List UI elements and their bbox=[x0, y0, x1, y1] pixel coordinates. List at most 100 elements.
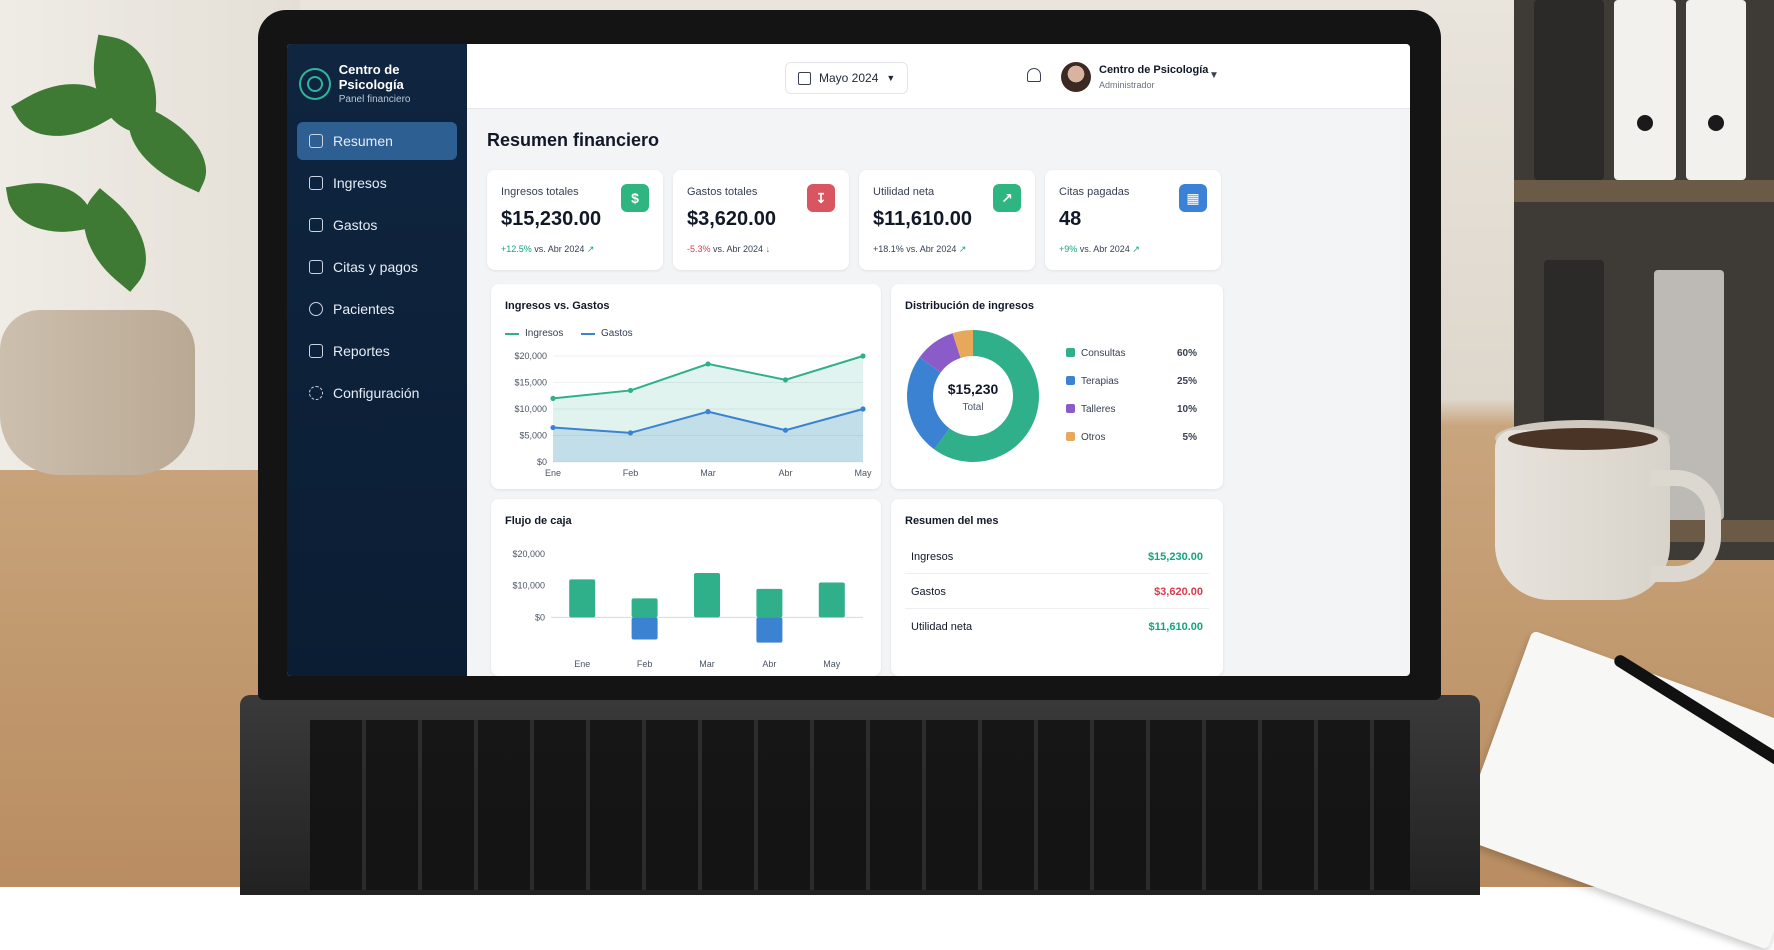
mug-handle bbox=[1650, 470, 1721, 582]
data-point bbox=[627, 430, 634, 436]
legend-label: Otros bbox=[1081, 432, 1105, 443]
arrow-down-icon: ↓ bbox=[765, 244, 771, 254]
summary-row-ingresos: Ingresos $15,230.00 bbox=[905, 539, 1209, 574]
user-name: Centro de Psicología bbox=[1099, 64, 1209, 76]
y-tick-label: $20,000 bbox=[514, 351, 547, 361]
kpi-delta: -5.3% vs. Abr 2024 ↓ bbox=[687, 244, 770, 254]
bar-gastos bbox=[631, 617, 658, 640]
kpi-value: $11,610.00 bbox=[873, 208, 972, 230]
summary-row-utilidad: Utilidad neta $11,610.00 bbox=[905, 609, 1209, 643]
summary-title: Resumen del mes bbox=[905, 515, 999, 527]
download-icon: ↧ bbox=[807, 184, 835, 212]
date-label: Mayo 2024 bbox=[819, 71, 879, 85]
donut-center-label: Total bbox=[962, 402, 983, 413]
report-icon bbox=[309, 344, 323, 358]
sidebar-item-label: Pacientes bbox=[333, 301, 395, 317]
kpi-label: Utilidad neta bbox=[873, 186, 935, 198]
bar-ingresos bbox=[756, 588, 783, 618]
summary-value: $15,230.00 bbox=[1147, 551, 1203, 563]
income-icon bbox=[309, 176, 323, 190]
kpi-delta-value: +12.5% bbox=[501, 244, 532, 254]
sidebar-item-citas-y-pagos[interactable]: Citas y pagos bbox=[297, 248, 457, 286]
pie-slice-talleres bbox=[919, 333, 961, 373]
sidebar-item-gastos[interactable]: Gastos bbox=[297, 206, 457, 244]
legend-item: Ingresos bbox=[505, 328, 563, 339]
trend-chart-icon: ↗ bbox=[993, 184, 1021, 212]
summary-card: Resumen del mes Ingresos $15,230.00 Gast… bbox=[891, 499, 1223, 676]
legend-swatch bbox=[1066, 348, 1075, 357]
summary-value: $11,610.00 bbox=[1148, 621, 1203, 633]
y-tick-label: $20,000 bbox=[512, 549, 545, 559]
chart-title: Flujo de caja bbox=[505, 515, 572, 527]
series-area-gastos bbox=[553, 409, 863, 462]
kpi-delta-value: +9% bbox=[1059, 244, 1078, 254]
kpi-card-ingresos: Ingresos totales $15,230.00 +12.5% vs. A… bbox=[487, 170, 663, 270]
sidebar-item-resumen[interactable]: Resumen bbox=[297, 122, 457, 160]
x-tick-label: Mar bbox=[700, 468, 716, 478]
bar-ingresos bbox=[569, 579, 596, 618]
y-tick-label: $5,000 bbox=[519, 431, 547, 441]
calendar-icon: ▦ bbox=[1179, 184, 1207, 212]
summary-row-gastos: Gastos $3,620.00 bbox=[905, 574, 1209, 609]
chevron-down-icon[interactable]: ▼ bbox=[1209, 70, 1219, 81]
data-point bbox=[550, 424, 556, 431]
sidebar-item-label: Reportes bbox=[333, 343, 390, 359]
x-tick-label: Feb bbox=[623, 468, 639, 478]
kpi-compare: vs. Abr 2024 bbox=[1079, 244, 1130, 254]
chart-card-ingresos-vs-gastos: Ingresos vs. Gastos Ingresos Gastos $0 $5… bbox=[491, 284, 881, 489]
area-chart: $0 $5,000 $10,000 $15,000 $20,000 Ene Feb Mar Ab… bbox=[514, 351, 872, 478]
sidebar-item-label: Ingresos bbox=[333, 175, 387, 191]
chart-title: Distribución de ingresos bbox=[905, 300, 1034, 312]
chevron-down-icon: ▼ bbox=[886, 73, 896, 83]
sidebar: Centro de Psicología Panel financiero Re… bbox=[287, 44, 467, 676]
series-area-ingresos bbox=[553, 356, 863, 462]
wallet-icon bbox=[309, 218, 323, 232]
sidebar-item-reportes[interactable]: Reportes bbox=[297, 332, 457, 370]
x-tick-label: Feb bbox=[637, 659, 653, 669]
chart-card-distribucion: Distribución de ingresos $15,230 Total Con… bbox=[891, 284, 1223, 489]
kpi-compare: vs. Abr 2024 bbox=[713, 244, 764, 254]
legend-swatch-ingresos bbox=[505, 332, 519, 335]
sidebar-item-pacientes[interactable]: Pacientes bbox=[297, 290, 457, 328]
data-point bbox=[550, 395, 556, 401]
brand: Centro de Psicología Panel financiero bbox=[299, 62, 467, 105]
sidebar-item-label: Resumen bbox=[333, 133, 393, 149]
y-tick-label: $10,000 bbox=[514, 404, 547, 414]
legend-swatch bbox=[1066, 432, 1075, 441]
summary-label: Gastos bbox=[911, 586, 946, 598]
kpi-value: 48 bbox=[1059, 208, 1082, 230]
kpi-value: $3,620.00 bbox=[687, 208, 776, 230]
y-tick-label: $10,000 bbox=[512, 581, 545, 591]
kpi-label: Citas pagadas bbox=[1059, 186, 1130, 198]
avatar[interactable] bbox=[1061, 62, 1091, 92]
kpi-value: $15,230.00 bbox=[501, 208, 602, 230]
x-tick-label: May bbox=[823, 659, 841, 669]
kpi-card-gastos: Gastos totales $3,620.00 -5.3% vs. Abr 2… bbox=[673, 170, 849, 270]
bell-icon[interactable] bbox=[1027, 68, 1041, 82]
arrow-up-icon: ↗ bbox=[958, 244, 967, 254]
page-title: Resumen financiero bbox=[487, 130, 660, 150]
plant-pot bbox=[0, 310, 195, 475]
x-tick-label: Ene bbox=[574, 659, 590, 669]
kpi-compare: vs. Abr 2024 bbox=[906, 244, 957, 254]
dollar-icon: $ bbox=[621, 184, 649, 212]
data-point bbox=[705, 409, 711, 415]
sidebar-item-configuracion[interactable]: Configuración bbox=[297, 374, 457, 412]
legend-percent: 5% bbox=[1183, 432, 1198, 443]
date-picker-button[interactable]: Mayo 2024 ▼ bbox=[785, 62, 909, 94]
kpi-delta-value: -5.3% bbox=[687, 244, 711, 254]
brand-subtitle: Panel financiero bbox=[338, 94, 411, 105]
legend-swatch-gastos bbox=[581, 332, 595, 335]
chart-card-flujo-de-caja: Flujo de caja $0 $10,000 $20,000 Ene Feb Mar A… bbox=[491, 499, 881, 676]
kpi-delta: +18.1% vs. Abr 2024 ↗ bbox=[873, 244, 966, 255]
pie-slice-otros bbox=[952, 330, 973, 358]
legend-label: Terapias bbox=[1081, 376, 1119, 387]
laptop-keys bbox=[310, 720, 1410, 890]
sidebar-item-label: Gastos bbox=[333, 217, 378, 233]
sidebar-item-ingresos[interactable]: Ingresos bbox=[297, 164, 457, 202]
x-tick-label: Abr bbox=[778, 468, 792, 478]
brain-logo-icon bbox=[299, 67, 331, 100]
kpi-delta-value: +18.1% bbox=[873, 244, 904, 254]
user-role: Administrador bbox=[1099, 80, 1155, 90]
chart-title: Ingresos vs. Gastos bbox=[505, 300, 610, 312]
